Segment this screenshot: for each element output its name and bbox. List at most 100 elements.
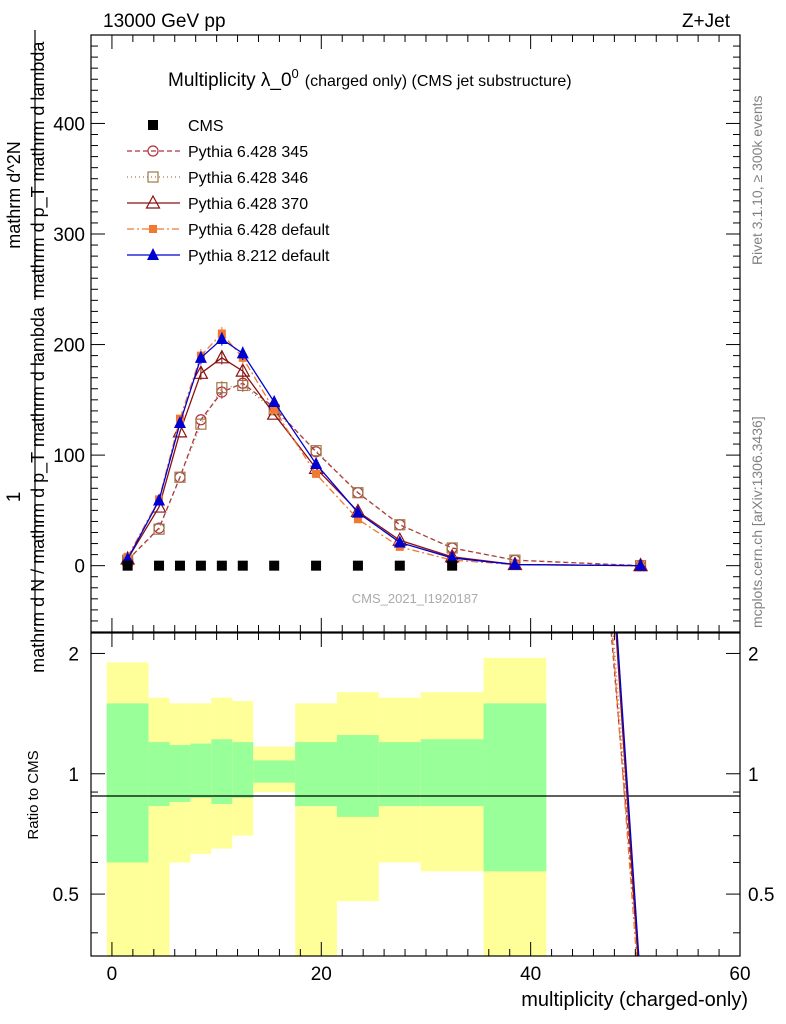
ratio-line [611, 633, 638, 956]
series-0 [122, 376, 647, 572]
x-tick-label: 0 [107, 964, 118, 985]
y-axis-label: 1 mathrm d N / mathrm d p_T mathrm d lam… [4, 30, 49, 673]
x-axis-label: multiplicity (charged-only) [521, 989, 748, 1011]
ratio-band-inner [336, 735, 379, 817]
header-right: Z+Jet [682, 11, 731, 32]
watermark: CMS_2021_I1920187 [352, 591, 479, 606]
y-tick-label: 300 [53, 225, 85, 246]
data-point [353, 515, 362, 524]
legend-item: Pythia 6.428 default [127, 222, 330, 239]
y-tick-label: 0 [74, 557, 85, 578]
data-point [236, 346, 249, 359]
cms-point [394, 560, 405, 571]
series-line [127, 382, 641, 567]
ratio-band-outer [148, 697, 170, 956]
cms-point [352, 560, 363, 571]
cms-point [447, 560, 458, 571]
data-point [394, 519, 406, 531]
y-tick-label: 200 [53, 336, 85, 357]
legend-item: Pythia 6.428 345 [127, 144, 308, 161]
cms-point [311, 560, 322, 571]
data-point [216, 382, 228, 394]
data-point [195, 418, 207, 430]
y-label-top: mathrm d^2N [4, 141, 24, 248]
legend-item: Pythia 6.428 346 [127, 170, 308, 187]
legend-label: CMS [188, 118, 224, 135]
cms-point [269, 560, 280, 571]
series-2 [120, 349, 649, 572]
data-point [237, 379, 249, 392]
legend-swatch [148, 120, 158, 130]
data-point [312, 469, 321, 478]
ratio-lines-group [610, 633, 640, 956]
header-left: 13000 GeV pp [103, 11, 226, 32]
data-point [147, 145, 159, 157]
ratio-band-inner [211, 739, 233, 805]
legend-label: Pythia 6.428 default [188, 222, 330, 239]
data-point [268, 395, 281, 408]
data-point [215, 332, 228, 345]
data-point [634, 558, 647, 571]
title-main: Multiplicity λ_0 [168, 70, 292, 91]
data-point [147, 248, 159, 260]
cms-point [174, 560, 185, 571]
ratio-panel: 0.5 0.51 12 20 20 40 60 Ratio to CMS multiplic… [25, 632, 774, 1011]
cms-point [216, 560, 227, 571]
ratio-band-inner [169, 745, 191, 802]
y-label-denominator: mathrm d N / mathrm d p_T mathrm d lambd… [28, 306, 49, 673]
legend-item: Pythia 8.212 default [127, 248, 330, 265]
y-label-one: 1 [4, 492, 25, 503]
ratio-band-inner [420, 739, 484, 807]
data-point [508, 557, 521, 570]
data-point [235, 362, 251, 377]
ratio-frame [90, 632, 741, 957]
ratio-line [616, 633, 640, 956]
data-point [310, 456, 323, 469]
ratio-band-outer [295, 703, 337, 956]
cms-point [154, 560, 165, 571]
data-point [270, 405, 279, 414]
data-point [174, 471, 186, 483]
data-point [214, 349, 230, 364]
ratio-y-tick-label: 0.5 [53, 885, 79, 906]
ratio-y-tick-label-right: 0.5 [748, 885, 774, 906]
series-1 [122, 378, 647, 572]
mcplots-label: mcplots.cern.ch [arXiv:1306.3436] [749, 416, 765, 628]
data-point [153, 523, 165, 535]
y-tick-label: 400 [53, 114, 85, 135]
data-point [194, 350, 207, 363]
ratio-y-tick-label-right: 1 [748, 765, 759, 786]
ratio-band-inner [232, 742, 254, 798]
cms-point [122, 560, 133, 571]
cms-point [195, 560, 206, 571]
legend: CMS Pythia 6.428 345 Pythia 6.428 346 Pythi… [127, 118, 330, 265]
data-point [173, 416, 186, 429]
ratio-band-inner [253, 760, 296, 783]
data-point [147, 171, 159, 183]
cms-point [237, 560, 248, 571]
y-label-top2: mathrm d p_T mathrm d lambda [28, 41, 49, 299]
ratio-line [615, 633, 639, 956]
ratio-y-tick-label: 2 [68, 644, 79, 665]
data-point [153, 493, 166, 506]
data-point [393, 535, 406, 548]
ratio-y-tick-label-right: 2 [748, 644, 759, 665]
data-point [310, 445, 322, 457]
data-point [149, 225, 157, 233]
main-panel: 0 100 200 300 400 CMS_2021_I1920187 Multipli… [4, 30, 741, 673]
data-point [351, 505, 364, 518]
title-note: (charged only) (CMS jet substructure) [305, 73, 572, 90]
ratio-y-tick-label: 1 [68, 765, 79, 786]
series-line [127, 357, 641, 567]
data-point [394, 519, 406, 531]
series-3 [123, 326, 645, 570]
legend-item: CMS [148, 118, 224, 135]
series-4 [121, 332, 647, 571]
data-point [145, 194, 161, 209]
rivet-label: Rivet 3.1.10, ≥ 300k events [749, 95, 765, 265]
x-tick-label: 40 [520, 964, 541, 985]
data-point [352, 487, 364, 499]
legend-label: Pythia 6.428 345 [188, 144, 308, 161]
ratio-band-inner [106, 703, 149, 863]
